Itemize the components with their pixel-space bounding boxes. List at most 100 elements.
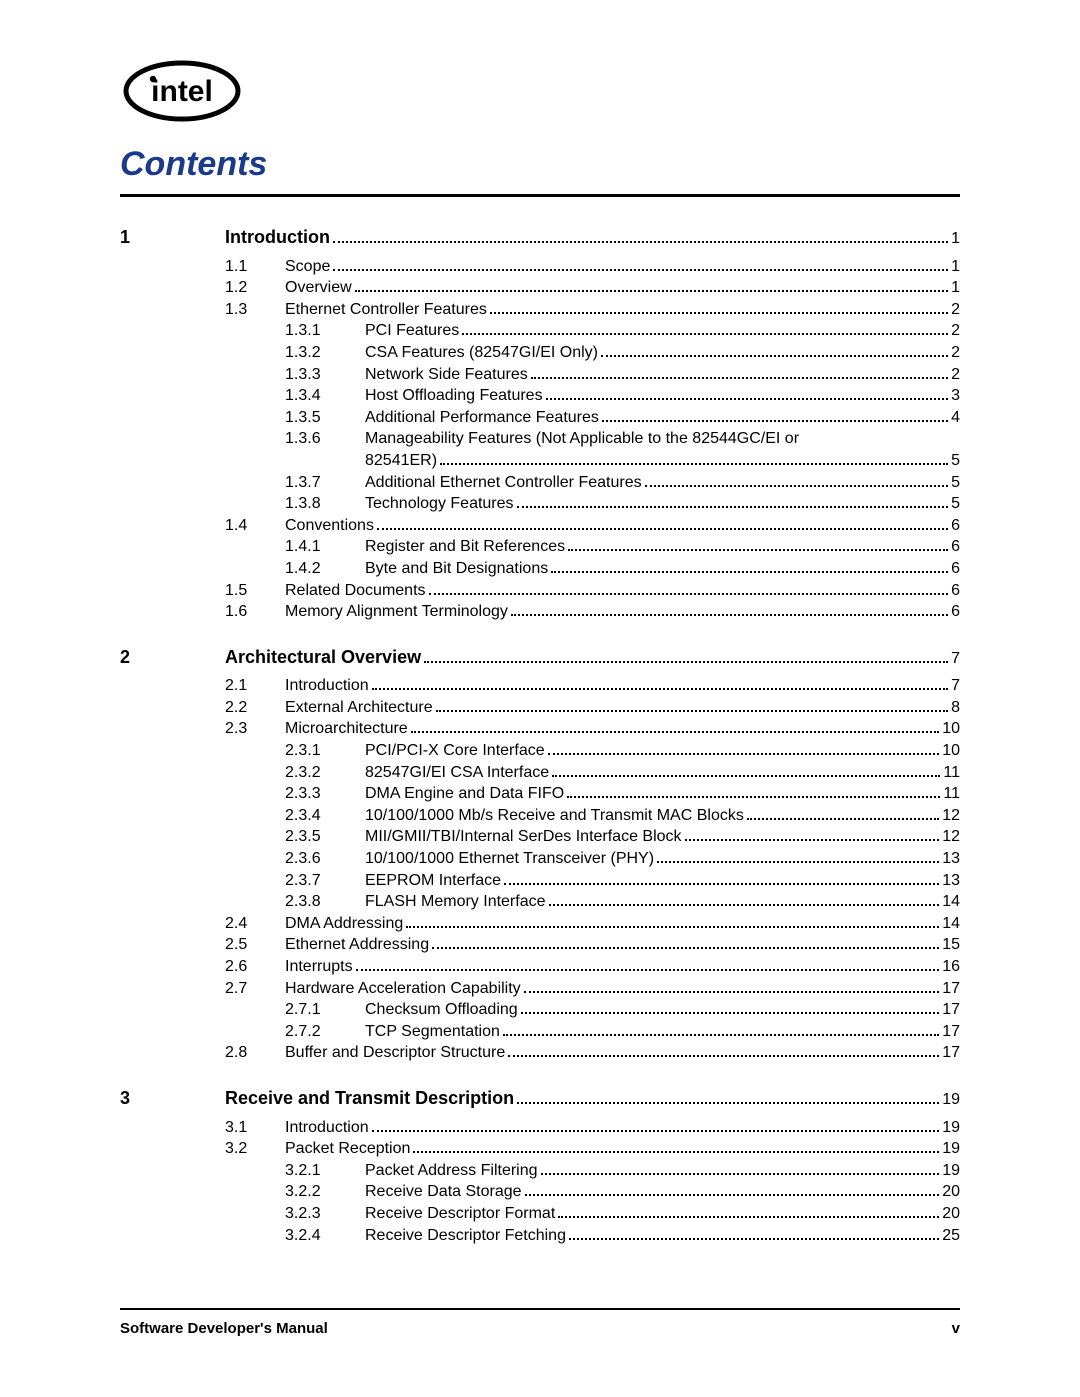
chapter-title-text: Architectural Overview [225,645,421,669]
toc-item-row: 3.2Packet Reception19 [225,1138,960,1160]
toc-entry: Introduction7 [285,675,960,697]
section-title: PCI/PCI-X Core Interface [365,740,545,762]
toc-entry: Interrupts16 [285,956,960,978]
page-container: intel Contents 1Introduction11.1Scope11.… [0,0,1080,1286]
toc-subitem-row: 3.2.1Packet Address Filtering19 [285,1160,960,1182]
toc-subitem-row: 1.3.2CSA Features (82547GI/EI Only)2 [285,342,960,364]
section-number: 2.7.2 [285,1021,365,1043]
leader-dots [377,528,948,530]
section-title-cont: 82541ER) [365,450,437,472]
section-number: 1.3.6 [285,428,365,450]
section-title: 10/100/1000 Mb/s Receive and Transmit MA… [365,805,744,827]
section-title: Introduction [285,675,369,697]
toc-entry: Receive Descriptor Fetching25 [365,1225,960,1247]
leader-dots [551,571,948,573]
toc-entry: Additional Performance Features4 [365,407,960,429]
toc-item-row: 2.4DMA Addressing14 [225,913,960,935]
toc-item-row: 3.1Introduction19 [225,1117,960,1139]
leader-dots [525,1194,940,1196]
toc-entry: Scope1 [285,256,960,278]
toc-subitem-row: 1.3.3Network Side Features2 [285,364,960,386]
leader-dots [511,614,948,616]
page-number: 2 [951,364,960,386]
page-number: 2 [951,342,960,364]
page-number: 6 [951,515,960,537]
section-title: DMA Addressing [285,913,403,935]
section-title: 10/100/1000 Ethernet Transceiver (PHY) [365,848,654,870]
section-number: 3.2.4 [285,1225,365,1247]
leader-dots [747,818,939,820]
section-number: 2.7 [225,978,285,1000]
toc-entry: Checksum Offloading17 [365,999,960,1021]
page-number: 6 [951,580,960,602]
footer-doc-title: Software Developer's Manual [120,1320,328,1337]
section-title: Host Offloading Features [365,385,543,407]
leader-dots [517,506,949,508]
toc-entry: Manageability Features (Not Applicable t… [365,428,960,450]
section-title: Interrupts [285,956,353,978]
leader-dots [504,883,939,885]
page-number: 15 [942,934,960,956]
leader-dots [432,947,939,949]
toc-subitem-row: 1.3.4Host Offloading Features3 [285,385,960,407]
section-number: 2.3.4 [285,805,365,827]
page-number: 5 [951,450,960,472]
page-number: 6 [951,536,960,558]
toc-item-row: 2.3Microarchitecture10 [225,718,960,740]
title-rule [120,194,960,197]
toc-subitem-row: 2.7.2TCP Segmentation17 [285,1021,960,1043]
toc-entry: CSA Features (82547GI/EI Only)2 [365,342,960,364]
toc-subitem-row: 1.3.6Manageability Features (Not Applica… [285,428,960,450]
toc-subitem-row: 2.3.5MII/GMII/TBI/Internal SerDes Interf… [285,826,960,848]
leader-dots [424,661,948,663]
toc-item-row: 1.2Overview1 [225,277,960,299]
leader-dots [429,593,949,595]
page-number: 1 [951,256,960,278]
leader-dots [548,753,940,755]
page-number: 4 [951,407,960,429]
leader-dots [567,796,940,798]
toc-entry: Packet Address Filtering19 [365,1160,960,1182]
section-title: Hardware Acceleration Capability [285,978,521,1000]
page-number: 25 [942,1225,960,1247]
toc-subitem-row: 2.3.610/100/1000 Ethernet Transceiver (P… [285,848,960,870]
page-number: 8 [951,697,960,719]
toc-entry: PCI/PCI-X Core Interface10 [365,740,960,762]
toc-item-row: 2.7Hardware Acceleration Capability17 [225,978,960,1000]
toc-entry: Introduction1 [225,225,960,250]
toc-entry: EEPROM Interface13 [365,870,960,892]
leader-dots [524,991,940,993]
toc-item-row: 2.8Buffer and Descriptor Structure17 [225,1042,960,1064]
toc-subitem-row: 3.2.3Receive Descriptor Format20 [285,1203,960,1225]
leader-dots [333,269,948,271]
toc-entry: Receive Descriptor Format20 [365,1203,960,1225]
page-number: 14 [942,913,960,935]
page-footer: Software Developer's Manual v [120,1308,960,1337]
toc-entry: PCI Features2 [365,320,960,342]
page-number: 19 [942,1117,960,1139]
leader-dots [546,398,949,400]
section-number: 2.7.1 [285,999,365,1021]
leader-dots [602,420,948,422]
leader-dots [411,731,940,733]
section-title: Related Documents [285,580,426,602]
toc-subitem-row: 1.3.1PCI Features2 [285,320,960,342]
toc-subitem-row: 1.4.2Byte and Bit Designations6 [285,558,960,580]
section-title: 82547GI/EI CSA Interface [365,762,549,784]
toc-entry: Receive and Transmit Description19 [225,1086,960,1111]
page-number: 10 [942,718,960,740]
section-number: 1.1 [225,256,285,278]
section-number: 1.3 [225,299,285,321]
section-title: Byte and Bit Designations [365,558,548,580]
toc-entry: Ethernet Controller Features2 [285,299,960,321]
section-title: External Architecture [285,697,433,719]
toc-subitem-row: 2.3.410/100/1000 Mb/s Receive and Transm… [285,805,960,827]
section-title: Packet Address Filtering [365,1160,538,1182]
toc-entry: DMA Addressing 14 [285,913,960,935]
toc-item-row: 1.4Conventions6 [225,515,960,537]
page-number: 5 [951,472,960,494]
section-number: 3.2 [225,1138,285,1160]
section-number: 2.3.2 [285,762,365,784]
table-of-contents: 1 Introduction1 1.1Scope11.2Overview11.3Et… [120,225,960,1246]
section-title: Packet Reception [285,1138,410,1160]
